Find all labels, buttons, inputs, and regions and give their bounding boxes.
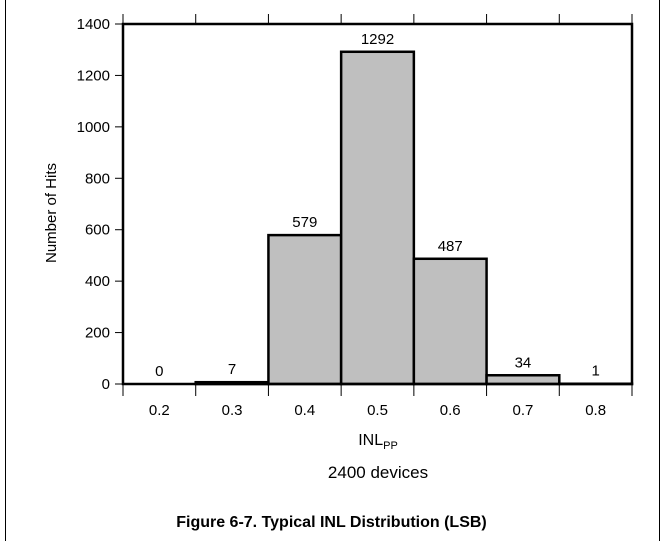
x-axis-label: INLPP <box>358 432 398 452</box>
y-axis-label: Number of Hits <box>43 163 60 263</box>
y-tick-label-0: 0 <box>102 376 110 393</box>
x-tick-label-0.6: 0.6 <box>440 402 461 419</box>
chart-subtitle: 2400 devices <box>328 463 428 482</box>
y-tick-label-400: 400 <box>85 273 110 290</box>
x-tick-label-0.7: 0.7 <box>512 402 533 419</box>
x-tick-label-0.4: 0.4 <box>294 402 315 419</box>
bars-group: 0 7 579 1292 487 34 1 <box>155 31 632 384</box>
x-tick-label-0.3: 0.3 <box>222 402 243 419</box>
y-tick-label-1400: 1400 <box>77 16 110 33</box>
data-label-0.3: 7 <box>228 361 236 378</box>
bar-0.7 <box>487 375 560 384</box>
bar-0.5 <box>341 52 414 384</box>
y-tick-label-600: 600 <box>85 222 110 239</box>
bar-0.6 <box>414 259 487 384</box>
x-tick-label-0.2: 0.2 <box>149 402 170 419</box>
data-label-0.4: 579 <box>292 214 317 231</box>
data-label-0.6: 487 <box>438 238 463 255</box>
y-tick-label-1200: 1200 <box>77 67 110 84</box>
x-axis-label-sub: PP <box>383 440 398 452</box>
y-tick-label-200: 200 <box>85 325 110 342</box>
x-tick-label-0.5: 0.5 <box>367 402 388 419</box>
data-label-0.5: 1292 <box>361 31 394 48</box>
y-tick-label-800: 800 <box>85 170 110 187</box>
y-axis-ticks: 0 200 400 600 800 1000 1200 1400 <box>77 16 123 393</box>
data-label-0.2: 0 <box>155 363 163 380</box>
y-tick-label-1000: 1000 <box>77 119 110 136</box>
x-axis-label-main: INL <box>358 432 383 449</box>
x-tick-label-0.8: 0.8 <box>585 402 606 419</box>
histogram-chart: 0 7 579 1292 487 34 1 0.2 0.3 0.4 0.5 0.6 0.7 0.8 0 2… <box>0 0 663 505</box>
data-label-0.8: 1 <box>591 363 599 380</box>
figure-caption: Figure 6-7. Typical INL Distribution (LS… <box>0 514 663 532</box>
bar-0.4 <box>268 235 341 384</box>
data-label-0.7: 34 <box>515 354 532 371</box>
